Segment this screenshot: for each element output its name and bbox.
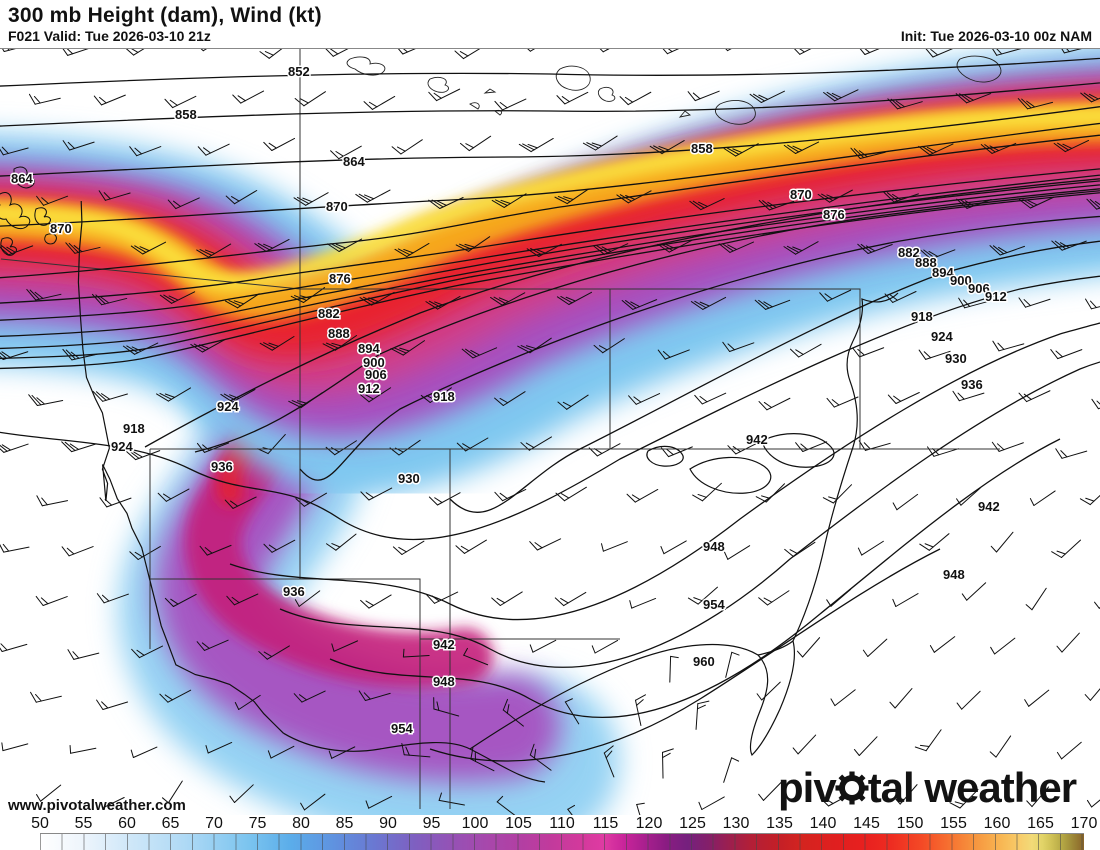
svg-text:936: 936: [211, 459, 233, 474]
svg-text:948: 948: [703, 539, 725, 554]
svg-text:888: 888: [328, 326, 350, 341]
svg-text:876: 876: [329, 271, 351, 286]
svg-text:930: 930: [945, 351, 967, 366]
svg-text:870: 870: [326, 199, 348, 214]
svg-text:912: 912: [985, 289, 1007, 304]
svg-text:948: 948: [943, 567, 965, 582]
svg-text:918: 918: [433, 389, 455, 404]
svg-text:882: 882: [318, 306, 340, 321]
svg-text:936: 936: [283, 584, 305, 599]
svg-text:942: 942: [978, 499, 1000, 514]
svg-text:918: 918: [123, 421, 145, 436]
svg-text:864: 864: [11, 171, 33, 186]
svg-text:870: 870: [790, 187, 812, 202]
svg-text:876: 876: [823, 207, 845, 222]
svg-text:924: 924: [111, 439, 133, 454]
svg-text:942: 942: [746, 432, 768, 447]
svg-text:906: 906: [365, 367, 387, 382]
svg-text:924: 924: [931, 329, 953, 344]
svg-text:864: 864: [343, 154, 365, 169]
svg-text:942: 942: [433, 637, 455, 652]
svg-text:858: 858: [691, 141, 713, 156]
svg-text:930: 930: [398, 471, 420, 486]
svg-text:858: 858: [175, 107, 197, 122]
svg-text:936: 936: [961, 377, 983, 392]
svg-text:894: 894: [358, 341, 380, 356]
svg-text:870: 870: [50, 221, 72, 236]
svg-text:924: 924: [217, 399, 239, 414]
svg-text:918: 918: [911, 309, 933, 324]
svg-text:954: 954: [391, 721, 413, 736]
svg-text:960: 960: [693, 654, 715, 669]
svg-text:852: 852: [288, 64, 310, 79]
svg-text:954: 954: [703, 597, 725, 612]
svg-text:912: 912: [358, 381, 380, 396]
svg-text:948: 948: [433, 674, 455, 689]
